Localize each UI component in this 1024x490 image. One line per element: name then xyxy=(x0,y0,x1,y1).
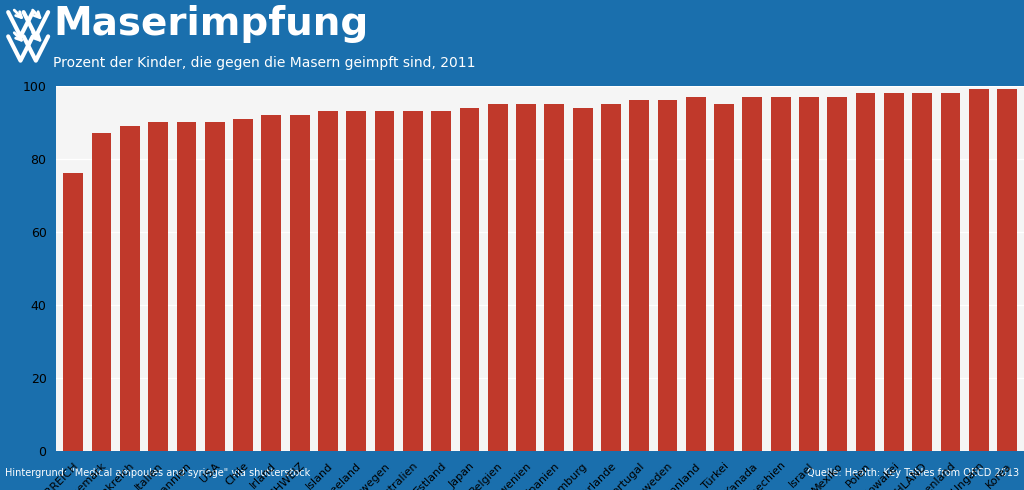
Bar xyxy=(402,111,423,451)
Bar xyxy=(969,89,988,451)
Bar xyxy=(487,104,508,451)
Bar xyxy=(261,115,282,451)
Bar xyxy=(742,97,762,451)
Bar xyxy=(799,97,819,451)
Bar xyxy=(714,104,734,451)
Bar xyxy=(912,93,932,451)
Bar xyxy=(460,108,479,451)
Bar xyxy=(176,122,197,451)
Bar xyxy=(572,108,593,451)
Bar xyxy=(375,111,394,451)
Bar xyxy=(884,93,904,451)
Text: Hintergrund: "Medical ampoules and syringe" via shutterstock: Hintergrund: "Medical ampoules and syrin… xyxy=(5,468,310,478)
Bar xyxy=(545,104,564,451)
Bar xyxy=(657,100,678,451)
Bar xyxy=(63,173,83,451)
Bar xyxy=(516,104,536,451)
Bar xyxy=(148,122,168,451)
Bar xyxy=(630,100,649,451)
Text: Quelle: Health: Key Tables from OECD 2013: Quelle: Health: Key Tables from OECD 201… xyxy=(807,468,1019,478)
Bar xyxy=(601,104,621,451)
Bar xyxy=(827,97,847,451)
Bar xyxy=(120,126,140,451)
Bar xyxy=(686,97,706,451)
Bar xyxy=(346,111,367,451)
Bar xyxy=(205,122,224,451)
Bar xyxy=(92,133,112,451)
Bar xyxy=(318,111,338,451)
Bar xyxy=(233,119,253,451)
Bar xyxy=(940,93,961,451)
Bar xyxy=(856,93,876,451)
Text: Prozent der Kinder, die gegen die Masern geimpft sind, 2011: Prozent der Kinder, die gegen die Masern… xyxy=(53,56,476,70)
Bar xyxy=(431,111,451,451)
Bar xyxy=(290,115,309,451)
Bar xyxy=(997,89,1017,451)
Bar xyxy=(771,97,791,451)
Text: Maserimpfung: Maserimpfung xyxy=(53,5,369,43)
